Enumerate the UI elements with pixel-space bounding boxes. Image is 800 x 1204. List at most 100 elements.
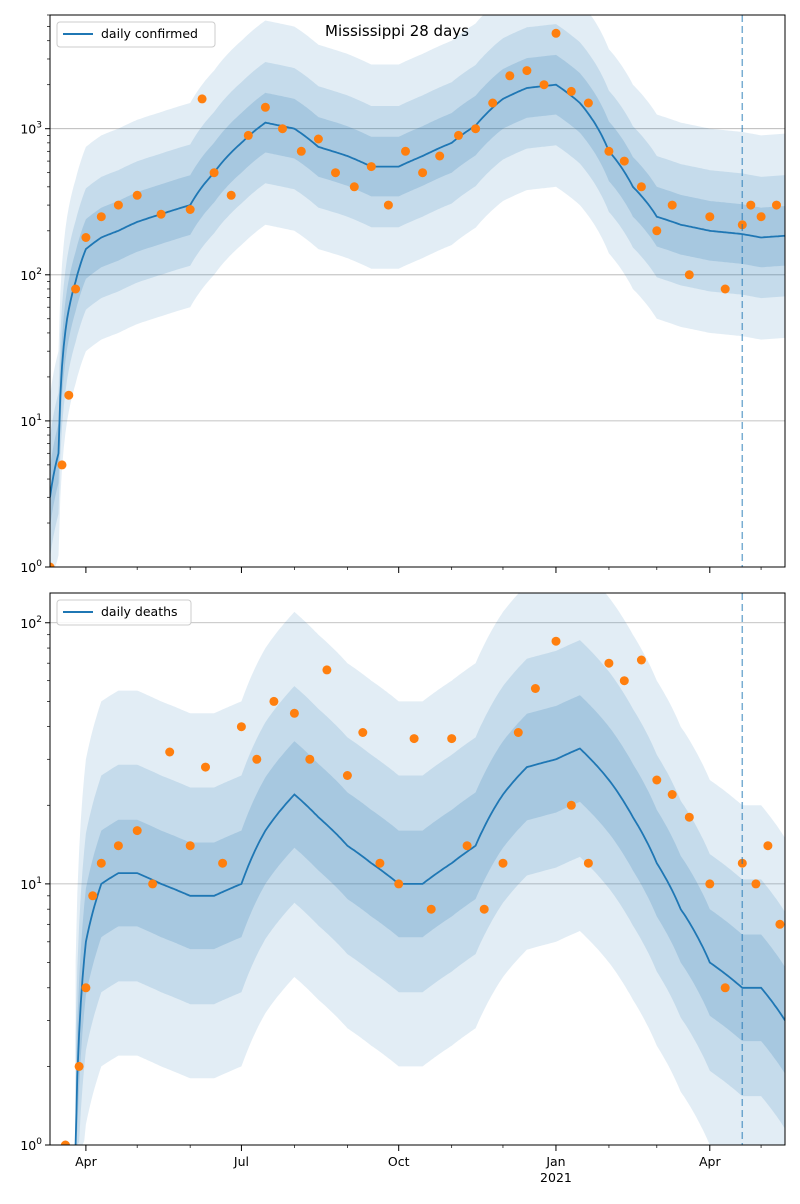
data-point [96,212,106,222]
data-point [652,226,662,236]
model-line [74,747,785,1145]
data-point [197,94,207,104]
data-point [756,212,766,222]
data-point [375,858,385,868]
data-point [498,858,508,868]
data-point [201,762,210,772]
data-point [252,754,262,764]
data-point [383,200,393,210]
plot-area [50,15,785,567]
uncertainty-band [75,695,785,1145]
data-point [604,146,614,156]
data-point [81,983,91,993]
x-year-label: 2021 [540,1170,572,1185]
data-point [209,168,219,178]
data-point [636,182,646,192]
data-point [447,734,457,744]
data-point [667,790,677,799]
data-point [409,734,419,744]
data-point [401,146,410,156]
x-tick-label: Jan [545,1154,565,1169]
data-point [583,858,593,868]
confirmed-panel: Mississippi 28 days 100 101 102 103 daily c… [20,14,786,575]
legend-deaths: daily deaths [56,599,192,626]
data-point [57,460,67,470]
data-point [684,270,694,280]
data-point [775,919,785,929]
data-point [243,130,253,140]
data-point [435,151,445,161]
data-point [132,826,142,836]
data-point [604,658,614,668]
data-point [705,212,715,222]
data-point [74,1061,84,1071]
data-point [260,102,270,112]
y-tick-label: 102 [20,615,42,631]
y-tick-label: 101 [20,413,42,429]
data-point [289,708,299,718]
data-point [772,200,781,210]
legend-box [56,21,216,48]
data-point [322,665,332,675]
data-point [50,562,55,567]
data-point [358,728,368,737]
data-point [751,879,761,889]
data-point [763,841,773,851]
data-point [551,636,561,646]
data-point [426,904,436,914]
data-point [583,98,593,108]
data-point [462,841,472,851]
y-tick-label: 102 [20,267,42,283]
data-point [226,190,236,200]
data-point [342,771,352,780]
data-point [313,134,323,144]
legend-label: daily deaths [101,604,178,619]
deaths-plot: 100 101 102 Apr Jul Oct Jan Apr 2021 [20,592,786,1185]
data-point [652,775,662,785]
deaths-panel: 100 101 102 Apr Jul Oct Jan Apr 2021 daily death… [20,592,786,1185]
data-point [218,858,228,868]
y-tick-label: 100 [20,1137,42,1153]
data-point [165,747,175,757]
uncertainty-band [50,24,785,558]
data-point [551,28,561,38]
data-point [349,182,359,192]
data-point [530,684,540,693]
legend-label: daily confirmed [101,26,198,41]
x-tick-label: Apr [699,1154,721,1169]
data-point [505,71,515,81]
data-point [566,86,576,96]
data-point [96,858,106,868]
x-tick-label: Apr [75,1154,97,1169]
data-point [60,1140,70,1145]
data-point [539,80,549,90]
chart-title: Mississippi 28 days [325,22,469,40]
data-point [705,879,715,889]
data-point [720,284,730,294]
legend-confirmed: daily confirmed [56,21,216,48]
data-point [720,983,730,993]
data-point [81,233,91,242]
data-point [488,98,498,108]
data-point [619,676,629,686]
data-point [113,200,123,210]
y-tick-label: 103 [20,121,42,137]
data-point [185,841,195,851]
data-point [156,209,166,219]
data-point [269,696,279,706]
data-point [684,812,694,822]
legend-box [56,599,192,626]
data-point [522,66,532,76]
data-point [366,162,376,172]
model-line [50,83,785,498]
data-point [566,800,576,810]
data-point [278,124,287,134]
data-point [454,130,463,140]
data-point [305,754,315,764]
data-point [636,655,646,665]
data-point [394,879,404,889]
confirmed-plot: 100 101 102 103 [20,14,786,575]
data-point [185,205,195,214]
data-point [746,200,756,210]
axes-frame [49,592,786,1146]
